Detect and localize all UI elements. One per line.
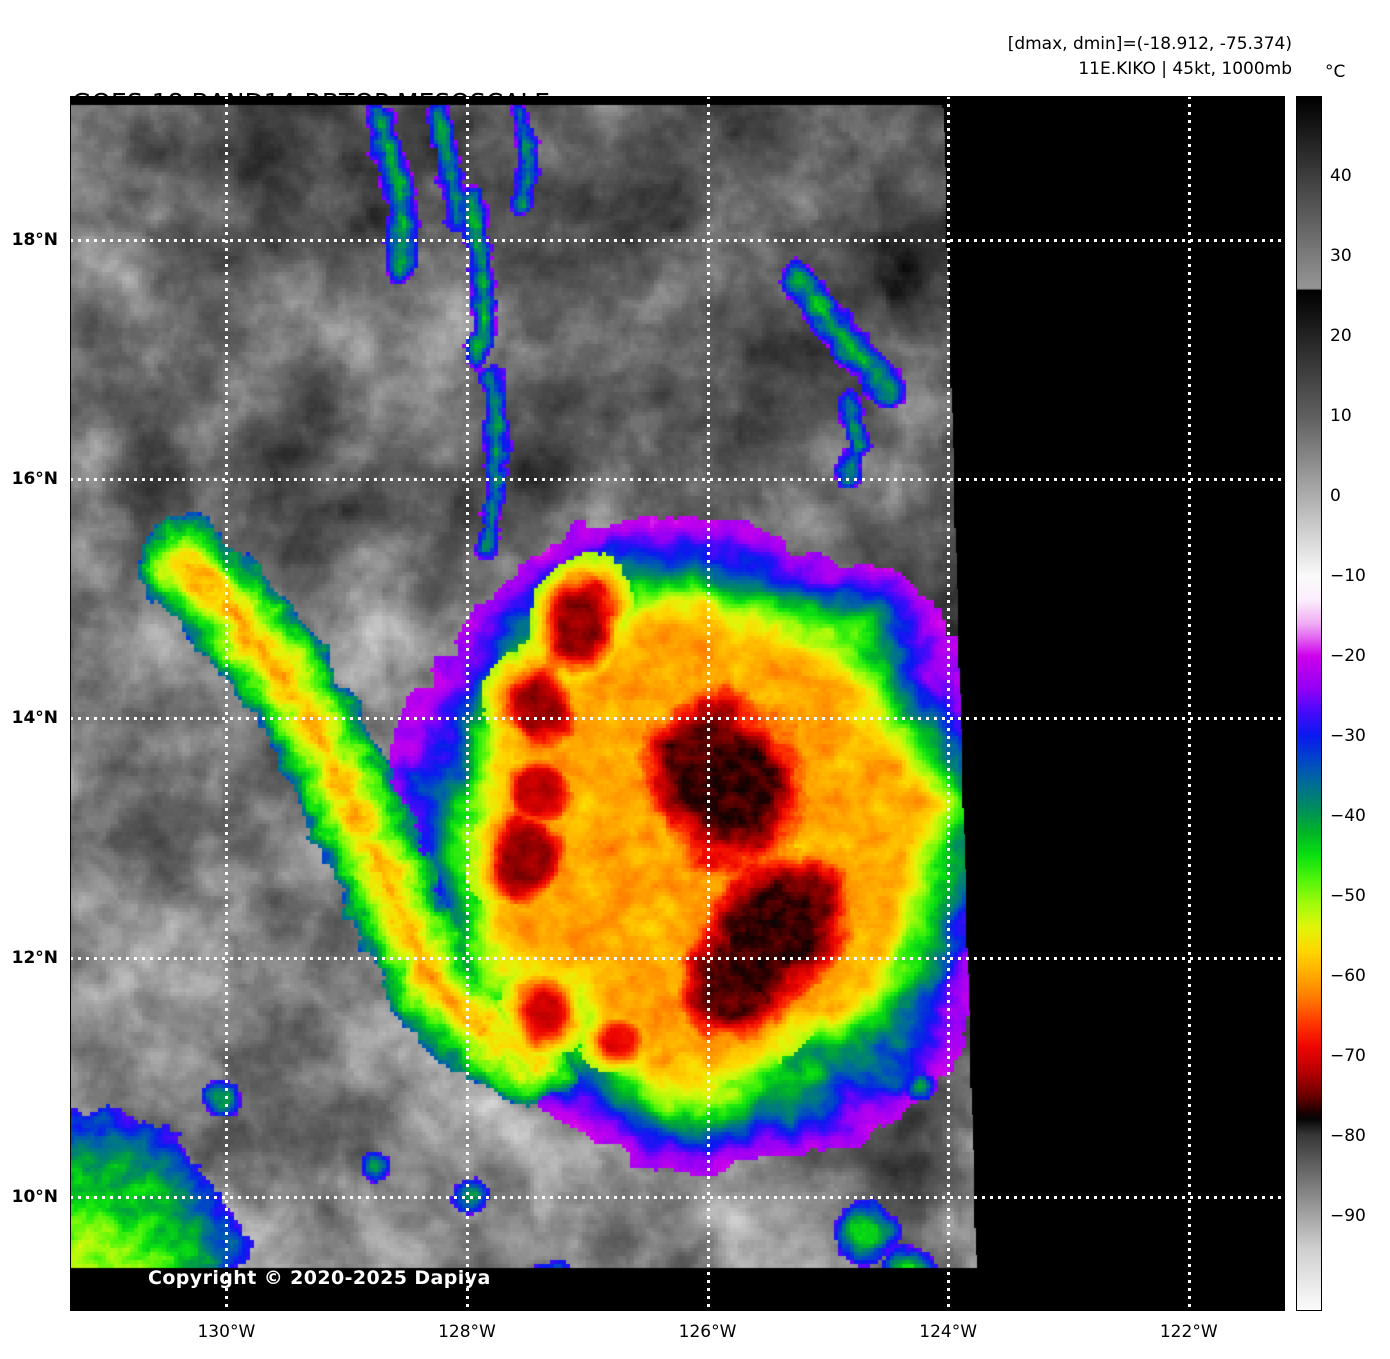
temperature-colorbar <box>1296 96 1322 1311</box>
colorbar-unit-label: °C <box>1325 62 1346 82</box>
lat-tick-label: 16°N <box>11 469 58 490</box>
satellite-imagery-canvas <box>70 96 1285 1311</box>
lat-tick-label: 18°N <box>11 229 58 250</box>
satellite-plot-area: Copyright © 2020-2025 Dapiya <box>70 96 1285 1311</box>
storm-info-label: 11E.KIKO | 45kt, 1000mb <box>1078 59 1292 79</box>
copyright-label: Copyright © 2020-2025 Dapiya <box>148 1267 491 1289</box>
colorbar-tick-label: −40 <box>1330 805 1366 826</box>
colorbar-tick-label: −90 <box>1330 1205 1366 1226</box>
colorbar-tick-label: 20 <box>1330 325 1352 346</box>
lat-tick-label: 14°N <box>11 708 58 729</box>
lat-tick-label: 12°N <box>11 947 58 968</box>
data-range-label: [dmax, dmin]=(-18.912, -75.374) <box>1007 34 1292 54</box>
lat-tick-label: 10°N <box>11 1187 58 1208</box>
colorbar-tick-label: 30 <box>1330 245 1352 266</box>
lon-tick-label: 130°W <box>197 1322 256 1342</box>
colorbar-tick-label: −20 <box>1330 645 1366 666</box>
colorbar-tick-label: 40 <box>1330 165 1352 186</box>
colorbar-gradient <box>1297 97 1321 1310</box>
colorbar-tick-label: −10 <box>1330 565 1366 586</box>
lon-tick-label: 126°W <box>678 1322 737 1342</box>
colorbar-tick-label: −60 <box>1330 965 1366 986</box>
colorbar-tick-label: −30 <box>1330 725 1366 746</box>
colorbar-tick-label: −50 <box>1330 885 1366 906</box>
metadata-block: [dmax, dmin]=(-18.912, -75.374) 11E.KIKO… <box>1008 32 1292 82</box>
lon-tick-label: 124°W <box>919 1322 978 1342</box>
colorbar-tick-label: 0 <box>1330 485 1341 506</box>
colorbar-tick-label: −80 <box>1330 1125 1366 1146</box>
lon-tick-label: 128°W <box>438 1322 496 1342</box>
colorbar-tick-label: −70 <box>1330 1045 1366 1066</box>
lon-tick-label: 122°W <box>1159 1322 1218 1342</box>
colorbar-tick-label: 10 <box>1330 405 1352 426</box>
